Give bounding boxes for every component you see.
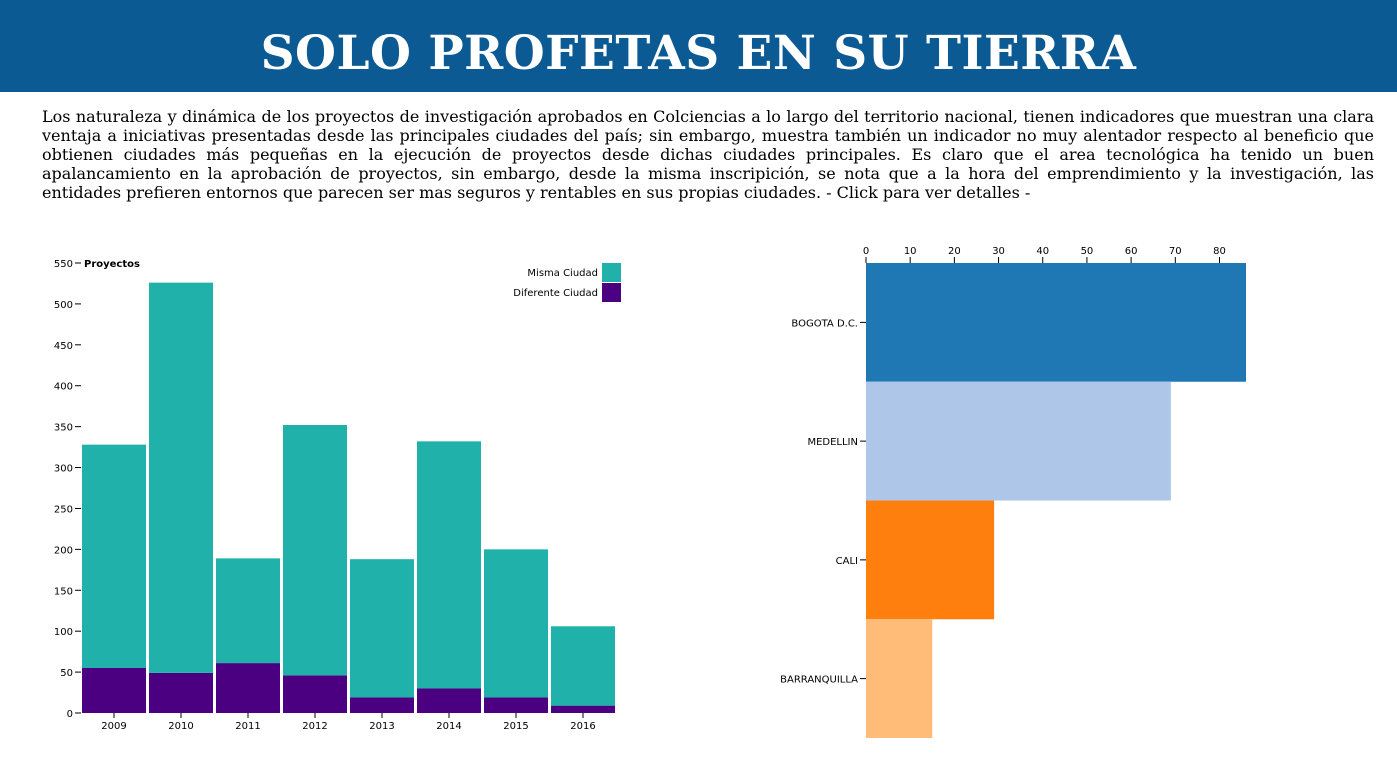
x-tick-label: 60 (1125, 246, 1138, 257)
bar-barranquilla[interactable] (866, 619, 933, 738)
x-tick-label: 80 (1213, 246, 1226, 257)
y-tick-label: 150 (54, 586, 73, 597)
intro-paragraph[interactable]: Los naturaleza y dinámica de los proyect… (42, 107, 1374, 202)
y-tick-label: 500 (54, 300, 73, 311)
stacked-bar-chart[interactable]: 0 50 100 150 200 250 300 350 400 450 500 550 Proyect… (0, 240, 680, 750)
y-tick-label: 400 (54, 382, 73, 393)
y-tick-label: 450 (54, 341, 73, 352)
legend-label: Misma Ciudad (527, 268, 598, 279)
x-tick-label: 0 (863, 246, 869, 257)
bar-misma-ciudad-2013[interactable] (350, 559, 414, 698)
y-tick-label: BOGOTA D.C. (791, 318, 858, 329)
x-tick-label: 2014 (436, 721, 461, 732)
x-tick-label: 10 (904, 246, 917, 257)
bar-diferente-ciudad-2012[interactable] (283, 675, 347, 713)
bar-misma-ciudad-2015[interactable] (484, 549, 548, 698)
bar-misma-ciudad-2016[interactable] (551, 626, 615, 706)
bar-misma-ciudad-2009[interactable] (82, 444, 146, 668)
bar-diferente-ciudad-2011[interactable] (216, 663, 280, 713)
x-tick-label: 2015 (503, 721, 528, 732)
bar-misma-ciudad-2011[interactable] (216, 558, 280, 664)
bar-misma-ciudad-2012[interactable] (283, 425, 347, 676)
page-title: SOLO PROFETAS EN SU TIERRA (260, 26, 1137, 81)
x-tick-label: 2016 (570, 721, 595, 732)
bar-diferente-ciudad-2010[interactable] (149, 672, 213, 713)
bar-misma-ciudad-2014[interactable] (417, 441, 481, 689)
bar-diferente-ciudad-2014[interactable] (417, 688, 481, 713)
x-tick-label: 2013 (369, 721, 394, 732)
bar-diferente-ciudad-2016[interactable] (551, 705, 615, 713)
x-tick-label: 70 (1169, 246, 1182, 257)
x-tick-label: 2012 (302, 721, 327, 732)
city-bar-chart[interactable]: 0 10 20 30 40 50 60 70 80 BOGOTA D.C. MEDELLIN CALI… (700, 230, 1350, 770)
y-tick-label: 250 (54, 504, 73, 515)
x-tick-label: 50 (1081, 246, 1094, 257)
x-tick-label: 20 (948, 246, 961, 257)
page-header: SOLO PROFETAS EN SU TIERRA (0, 0, 1397, 92)
y-tick-label: CALI (836, 556, 858, 567)
y-tick-label: MEDELLIN (807, 437, 858, 448)
bar-diferente-ciudad-2013[interactable] (350, 697, 414, 713)
legend-swatch (602, 283, 621, 302)
bar-diferente-ciudad-2015[interactable] (484, 697, 548, 713)
bar-cali[interactable] (866, 500, 995, 620)
bar-bogota-d-c-[interactable] (866, 263, 1246, 382)
x-tick-label: 30 (992, 246, 1005, 257)
y-tick-label: 300 (54, 464, 73, 475)
y-axis-label: Proyectos (84, 259, 140, 270)
x-tick-label: 2010 (168, 721, 193, 732)
bar-medellin[interactable] (866, 381, 1171, 501)
legend-swatch (602, 263, 621, 282)
y-tick-label: 100 (54, 627, 73, 638)
bar-misma-ciudad-2010[interactable] (149, 282, 213, 673)
x-tick-label: 2009 (101, 721, 126, 732)
y-tick-label: 50 (60, 668, 73, 679)
y-tick-label: 200 (54, 545, 73, 556)
y-tick-label: 550 (54, 259, 73, 270)
bar-diferente-ciudad-2009[interactable] (82, 668, 146, 713)
legend-label: Diferente Ciudad (513, 288, 598, 299)
x-tick-label: 40 (1036, 246, 1049, 257)
x-tick-label: 2011 (235, 721, 260, 732)
y-tick-label: BARRANQUILLA (780, 675, 858, 686)
y-tick-label: 350 (54, 423, 73, 434)
y-tick-label: 0 (67, 709, 73, 720)
